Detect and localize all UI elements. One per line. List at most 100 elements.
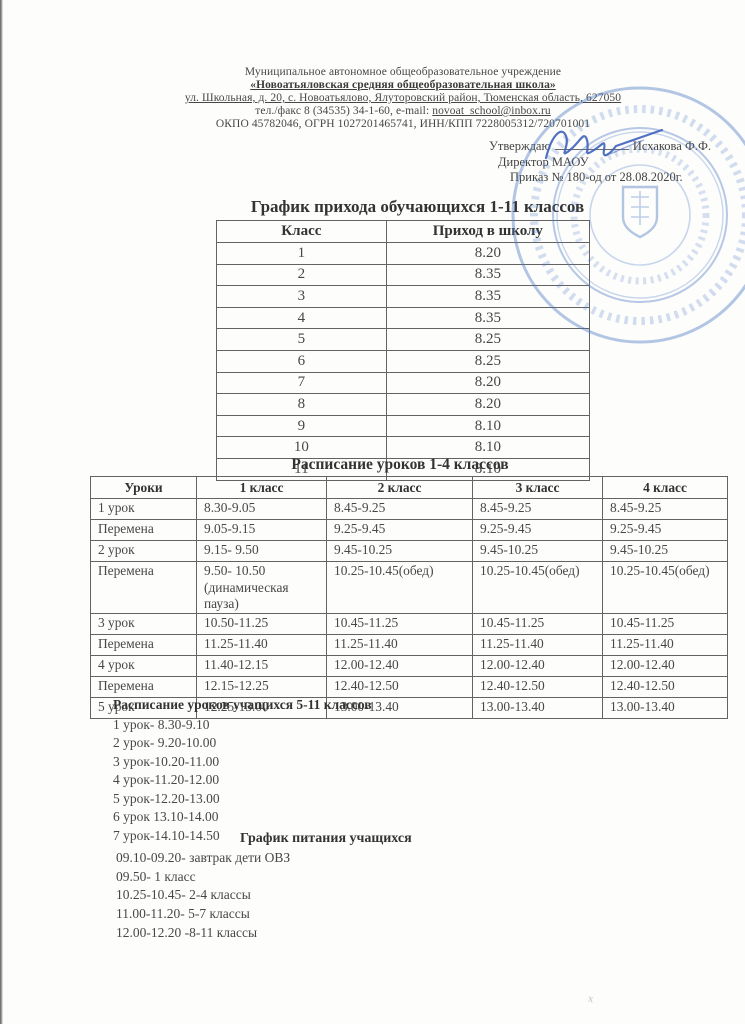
org-email: novoat_school@inbox.ru xyxy=(432,105,551,117)
approver-role: Директор МАОУ xyxy=(498,154,589,169)
table-cell: 12.40-12.50 xyxy=(602,675,728,698)
table-cell: 13.00-13.40 xyxy=(472,696,603,719)
column-header: 2 класс xyxy=(326,476,473,499)
table-cell: 3 xyxy=(216,285,387,308)
table-row: Перемена 11.25-11.40 11.25-11.40 11.25-11.4… xyxy=(90,633,728,656)
list-item: 3 урок-10.20-11.00 xyxy=(113,753,220,769)
table-cell: 11.25-11.40 xyxy=(602,633,728,656)
arrival-header-row: Класс Приход в школу xyxy=(216,220,591,243)
table-cell: 5 xyxy=(216,328,387,351)
table-cell: 11.25-11.40 xyxy=(472,633,603,656)
column-header: 1 класс xyxy=(196,476,327,499)
table-cell: 2 урок xyxy=(90,540,197,562)
table-row: 4 8.35 xyxy=(216,306,591,330)
table-cell: 8.45-9.25 xyxy=(602,498,728,520)
table-cell: 5 урок xyxy=(90,696,197,719)
meal-schedule-list: 09.10-09.20- завтрак дети ОВЗ 09.50- 1 кл… xyxy=(116,849,536,943)
org-codes-line: ОКПО 45782046, ОГРН 1027201465741, ИНН/К… xyxy=(215,118,591,130)
table-cell: 8.25 xyxy=(385,349,591,373)
table-cell: 3 урок xyxy=(90,612,197,635)
table-cell: 8.45-9.25 xyxy=(326,498,473,520)
table-row: 8 8.20 xyxy=(216,393,591,416)
table-cell: 8.20 xyxy=(385,371,591,395)
org-header: Муниципальное автономное общеобразовател… xyxy=(61,66,745,131)
table-cell: 6 xyxy=(216,349,387,373)
table-cell: 12.00-12.40 xyxy=(602,654,728,677)
table-cell: 9.45-10.25 xyxy=(472,540,603,562)
approval-line: Утверждаю Исхакова Ф.Ф. xyxy=(489,138,739,155)
lessons-table: Уроки 1 класс 2 класс 3 класс 4 класс 1 урок… xyxy=(90,476,728,719)
table-cell: 9.25-9.45 xyxy=(326,519,473,541)
table-row: 2 урок 9.15- 9.50 9.45-10.25 9.45-10.25 9.45… xyxy=(90,540,728,562)
table-cell: 10.50-11.25 xyxy=(196,612,327,635)
list-item: 09.50- 1 класс xyxy=(116,868,196,884)
list-item: 11.00-11.20- 5-7 классы xyxy=(116,906,250,922)
table-cell: 9 xyxy=(216,414,387,438)
table-cell: Перемена xyxy=(90,519,197,541)
table-cell: 8.20 xyxy=(385,242,591,265)
table-cell: 12.40-12.50 xyxy=(326,675,473,698)
table-row: 7 8.20 xyxy=(216,371,591,395)
table-row: 2 8.35 xyxy=(216,263,591,287)
table-cell: 8.45-9.25 xyxy=(472,498,603,520)
approver-name: Исхакова Ф.Ф. xyxy=(632,139,711,153)
table-cell: 8.30-9.05 xyxy=(196,498,327,520)
table-cell: 8.10 xyxy=(385,414,591,438)
table-cell: 12.00-12.40 xyxy=(472,654,603,677)
arrival-table-title: График прихода обучающихся 1-11 классов xyxy=(250,197,585,216)
list-item: 6 урок 13.10-14.00 xyxy=(113,809,219,824)
senior-schedule-section: Расписание уроков учащихся 5-11 классов … xyxy=(113,696,533,845)
list-item: 10.25-10.45- 2-4 классы xyxy=(116,887,251,903)
table-cell: 2 xyxy=(216,263,387,287)
lessons-table-title: Расписание уроков 1-4 классов xyxy=(291,456,509,473)
meal-schedule-section: 09.10-09.20- завтрак дети ОВЗ 09.50- 1 кл… xyxy=(116,849,536,943)
table-cell: 9.45-10.25 xyxy=(602,540,728,562)
table-cell: 8.35 xyxy=(385,285,591,308)
approval-block: Утверждаю Исхакова Ф.Ф. Директор МАОУ При… xyxy=(489,138,739,186)
table-cell: 10.45-11.25 xyxy=(602,612,728,635)
senior-schedule-title: Расписание уроков учащихся 5-11 классов xyxy=(113,697,372,712)
table-cell: 12.25-13.00 xyxy=(196,696,327,719)
arrival-table: Класс Приход в школу 1 8.20 2 8.35 3 8.35 4 8.35… xyxy=(216,220,591,481)
meal-schedule-title: График питания учащихся xyxy=(240,831,412,846)
table-cell: 8.35 xyxy=(385,263,591,287)
table-cell: 4 xyxy=(216,306,387,330)
table-cell: 7 xyxy=(216,371,387,395)
table-cell: 10.25-10.45(обед) xyxy=(326,561,473,614)
org-contact-line: тел./факс 8 (34535) 34-1-60, e-mail: nov… xyxy=(61,105,745,118)
table-row: 6 8.25 xyxy=(216,349,591,373)
table-row: Перемена 9.50- 10.50 (динамическая пауза)… xyxy=(90,561,728,614)
table-cell: 9.50- 10.50 (динамическая пауза) xyxy=(196,561,327,614)
org-name-line: «Новоатьяловская средняя общеобразовател… xyxy=(250,79,556,91)
org-type-line: Муниципальное автономное общеобразовател… xyxy=(244,66,562,78)
table-cell: 8.35 xyxy=(385,306,591,330)
table-cell: 9.15- 9.50 xyxy=(196,540,327,562)
column-header: 4 класс xyxy=(602,476,728,499)
table-row: 1 8.20 xyxy=(216,242,591,265)
table-cell: 9.25-9.45 xyxy=(472,519,603,541)
scan-speck: х xyxy=(587,992,595,1006)
list-item: 4 урок-11.20-12.00 xyxy=(113,772,220,787)
table-cell: 13.00-13.40 xyxy=(326,696,473,719)
table-cell: 12.15-12.25 xyxy=(196,675,327,698)
org-address-line: ул. Школьная, д. 20, с. Новоатьялово, Ял… xyxy=(184,92,622,104)
table-cell: Перемена xyxy=(90,675,197,698)
table-cell: Перемена xyxy=(90,633,197,656)
approve-label: Утверждаю xyxy=(489,139,551,153)
table-cell: 11.40-12.15 xyxy=(196,654,327,677)
table-cell: 10.45-11.25 xyxy=(326,612,473,635)
table-row: 1 урок 8.30-9.05 8.45-9.25 8.45-9.25 8.45-9.… xyxy=(90,498,728,520)
list-item: 7 урок-14.10-14.50 xyxy=(113,827,220,843)
table-cell: 13.00-13.40 xyxy=(602,696,728,719)
column-header: 3 класс xyxy=(472,476,603,499)
table-row: 9 8.10 xyxy=(216,414,591,438)
table-cell: 9.45-10.25 xyxy=(326,540,473,562)
table-cell: 8.20 xyxy=(385,393,591,416)
senior-schedule-list: 1 урок- 8.30-9.10 2 урок- 9.20-10.00 3 уро… xyxy=(113,716,533,846)
list-item: 12.00-12.20 -8-11 классы xyxy=(116,924,258,940)
table-cell: 1 xyxy=(216,242,387,265)
table-cell: 9.05-9.15 xyxy=(196,519,327,541)
table-row: Перемена 9.05-9.15 9.25-9.45 9.25-9.45 9.25-… xyxy=(90,519,728,541)
table-cell: 11.25-11.40 xyxy=(196,633,327,656)
